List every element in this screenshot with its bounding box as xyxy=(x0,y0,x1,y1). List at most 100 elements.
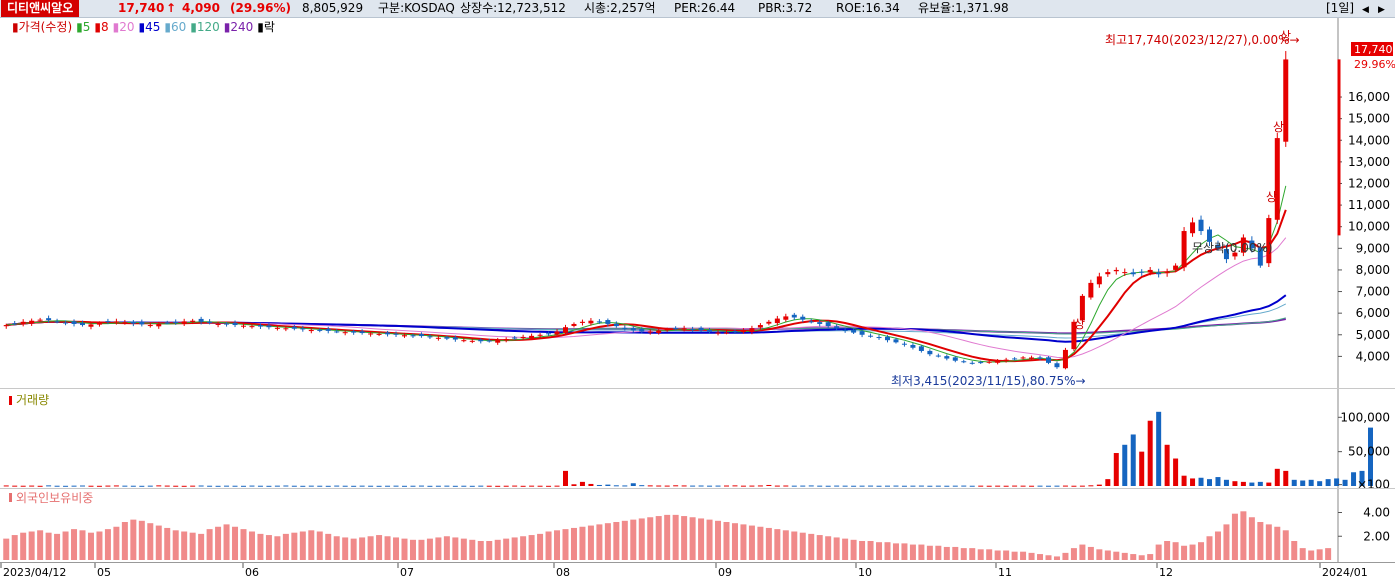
volume-bar xyxy=(732,485,738,487)
foreign-bar xyxy=(876,542,883,560)
volume-bar xyxy=(385,485,391,487)
candle-body xyxy=(791,314,797,318)
candle-body xyxy=(418,334,424,337)
upper-limit-mark: 상 xyxy=(1273,120,1284,134)
price-tick-label: 9,000 xyxy=(1356,241,1390,255)
candle-body xyxy=(995,360,1001,363)
foreign-bar xyxy=(164,527,171,560)
volume-bar xyxy=(80,485,85,487)
volume-chart[interactable]: ×100 50,000 100,000 거래량 xyxy=(0,389,1395,488)
candle-body xyxy=(630,328,636,331)
candle-body xyxy=(520,336,526,339)
legend-entry: ▮240 xyxy=(224,20,254,34)
candle-body xyxy=(986,361,992,363)
volume-bar xyxy=(1037,485,1043,487)
foreign-bar xyxy=(71,529,78,560)
foreign-bar xyxy=(147,523,154,560)
candle-body xyxy=(1003,359,1009,362)
candle-body xyxy=(385,332,391,335)
legend-entry: ▮120 xyxy=(190,20,220,34)
candle-body xyxy=(300,328,306,330)
volume-value: 8,805,929 xyxy=(302,1,364,15)
up-arrow-icon: ↑ xyxy=(166,1,177,15)
price-tick-label: 11,000 xyxy=(1348,198,1390,212)
volume-bar xyxy=(122,485,128,487)
volume-bar xyxy=(283,485,289,487)
foreign-bar xyxy=(426,538,433,560)
upper-limit-mark: 상 xyxy=(1266,190,1277,204)
volume-bar xyxy=(198,485,204,487)
candle-body xyxy=(342,332,348,334)
legend-entry: ▮8 xyxy=(94,20,108,34)
listed-shares: 상장수:12,723,512 xyxy=(460,1,566,15)
legend-entry: ▮45 xyxy=(139,20,161,34)
candle-body xyxy=(325,328,331,331)
candle-body xyxy=(215,323,221,325)
candle-body xyxy=(257,324,263,327)
foreign-bar xyxy=(1214,531,1221,560)
foreign-bar xyxy=(630,519,637,560)
price-chart[interactable]: 4,000 5,000 6,000 7,000 8,000 9,000 10,000 11,0… xyxy=(0,18,1395,388)
foreign-bar xyxy=(537,533,544,560)
foreign-bar xyxy=(1130,554,1137,560)
volume-bar xyxy=(554,485,560,487)
price-change-pct: (29.96%) xyxy=(230,1,291,15)
candle-body xyxy=(664,329,670,331)
market-cap: 시총:2,257억 xyxy=(584,1,656,15)
candle-body xyxy=(978,362,984,364)
foreign-bar xyxy=(638,518,645,560)
volume-bar xyxy=(368,485,374,487)
foreign-bar xyxy=(1257,522,1264,560)
candle-body xyxy=(715,332,721,334)
foreign-bar xyxy=(384,536,391,560)
volume-bar xyxy=(317,485,323,487)
volume-bar xyxy=(486,485,492,487)
candle-body xyxy=(885,336,890,341)
volume-bar xyxy=(715,485,721,487)
volume-bar xyxy=(71,485,77,487)
volume-bar xyxy=(749,485,755,487)
volume-bar xyxy=(1012,485,1018,487)
candle-body xyxy=(410,335,416,337)
volume-bar xyxy=(1096,484,1102,486)
stock-name[interactable]: 디티앤씨알오 xyxy=(1,0,80,17)
candle-body xyxy=(1012,358,1018,360)
volume-bar xyxy=(563,470,568,486)
candle-body xyxy=(749,328,755,333)
scroll-left-icon[interactable]: ◀ xyxy=(1362,5,1369,15)
foreign-bar xyxy=(706,519,713,560)
volume-bar xyxy=(1198,477,1204,486)
candle-body xyxy=(1096,276,1102,285)
foreign-bar xyxy=(1045,555,1052,560)
foreign-bar xyxy=(443,536,450,560)
period-selector[interactable]: [1일] xyxy=(1326,1,1355,15)
candle-body xyxy=(512,337,518,339)
foreign-ownership-chart[interactable]: 2.00 4.00 외국인보유비중 xyxy=(0,489,1395,562)
foreign-bar xyxy=(884,542,891,560)
foreign-bar xyxy=(62,531,69,560)
date-tick-label: 06 xyxy=(245,566,259,579)
volume-bar xyxy=(944,485,950,487)
foreign-bar xyxy=(825,536,832,560)
volume-bar xyxy=(215,485,221,487)
foreign-bar xyxy=(1240,511,1247,560)
candle-body xyxy=(1232,252,1238,257)
foreign-bar xyxy=(748,525,755,560)
volume-bar xyxy=(181,485,187,487)
volume-bar xyxy=(859,485,865,487)
scroll-right-icon[interactable]: ▶ xyxy=(1378,5,1385,15)
foreign-bar xyxy=(664,514,671,560)
volume-bar xyxy=(698,485,704,487)
candle-body xyxy=(274,327,280,329)
market-type: 구분:KOSDAQ xyxy=(378,1,455,15)
candle-body xyxy=(690,329,696,331)
foreign-title: 외국인보유비중 xyxy=(16,491,93,505)
volume-bar xyxy=(1249,482,1255,486)
candle-body xyxy=(944,356,950,359)
candle-body xyxy=(1173,265,1179,270)
legend-entry: ▮5 xyxy=(76,20,90,34)
volume-bar xyxy=(164,485,170,487)
volume-bar xyxy=(834,485,840,487)
volume-bar xyxy=(647,485,653,487)
foreign-bar xyxy=(1138,555,1145,560)
